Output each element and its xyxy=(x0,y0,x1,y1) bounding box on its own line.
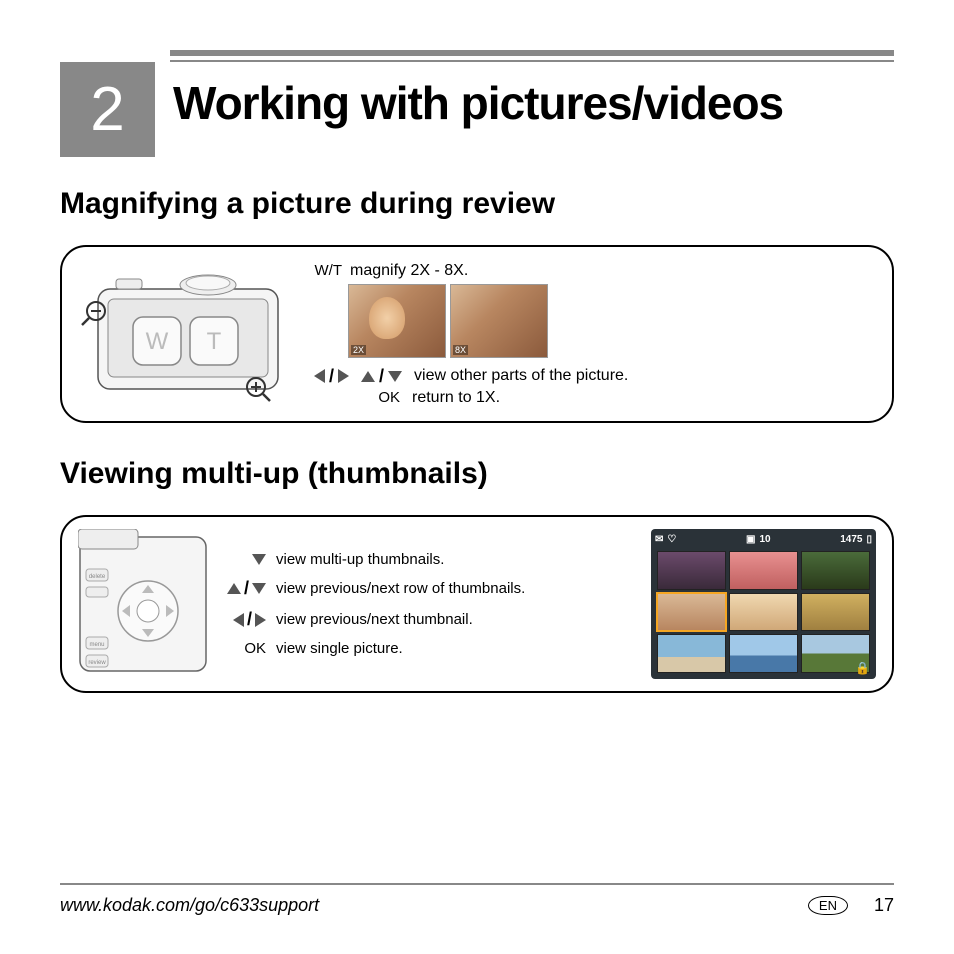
panel-thumbnails: delete menu review view multi-up thumbna… xyxy=(60,515,894,693)
picture-icon: ▣ xyxy=(746,534,755,545)
sample-images: 2X 8X xyxy=(348,284,876,358)
arrow-left-icon xyxy=(314,369,325,383)
svg-text:W: W xyxy=(146,328,169,355)
row4-text: view single picture. xyxy=(276,640,403,657)
svg-text:review: review xyxy=(88,660,106,666)
sample-image-8x: 8X xyxy=(450,284,548,358)
ok-label-2: OK xyxy=(222,640,266,657)
panel-magnify: W T W/T magnify 2X - 8X. 2X 8X xyxy=(60,245,894,423)
arrow-down-icon xyxy=(388,371,402,382)
ok-text-1: return to 1X. xyxy=(412,389,500,407)
camera-illustration-1: W T xyxy=(78,259,298,409)
lcd-total: 1475 xyxy=(840,534,862,545)
lock-icon: 🔒 xyxy=(855,661,870,675)
footer-url: www.kodak.com/go/c633support xyxy=(60,895,319,916)
sample-image-2x: 2X xyxy=(348,284,446,358)
page-footer: www.kodak.com/go/c633support EN 17 xyxy=(60,883,894,916)
lcd-thumbnail-screen: ✉ ♡ ▣ 10 1475 ▯ 🔒 xyxy=(651,529,876,679)
thumbnail xyxy=(657,551,726,590)
arrow-up-icon xyxy=(227,583,241,594)
svg-text:T: T xyxy=(207,328,222,355)
thumbnail xyxy=(729,593,798,632)
svg-text:menu: menu xyxy=(89,642,104,648)
card-icon: ▯ xyxy=(866,534,872,545)
wt-text: magnify 2X - 8X. xyxy=(350,262,468,280)
row3-text: view previous/next thumbnail. xyxy=(276,611,473,628)
thumbnail xyxy=(729,551,798,590)
chapter-title: Working with pictures/videos xyxy=(173,62,783,130)
ok-label-1: OK xyxy=(314,389,400,406)
thumbnail xyxy=(729,634,798,673)
arrow-down-icon xyxy=(252,554,266,565)
page-number: 17 xyxy=(874,895,894,916)
heart-icon: ♡ xyxy=(667,534,676,545)
section1-title: Magnifying a picture during review xyxy=(60,187,894,221)
lcd-count: 10 xyxy=(759,534,770,545)
arrow-up-icon xyxy=(361,371,375,382)
chapter-header: 2 Working with pictures/videos xyxy=(60,62,894,157)
thumbnail-selected xyxy=(657,593,726,632)
chapter-number-box: 2 xyxy=(60,62,155,157)
section2-title: Viewing multi-up (thumbnails) xyxy=(60,457,894,491)
arrows-text: view other parts of the picture. xyxy=(414,367,628,385)
arrow-down-icon xyxy=(252,583,266,594)
thumbnail xyxy=(657,634,726,673)
row1-text: view multi-up thumbnails. xyxy=(276,551,444,568)
wt-label: W/T xyxy=(308,262,342,279)
language-badge: EN xyxy=(808,896,848,915)
row2-text: view previous/next row of thumbnails. xyxy=(276,580,525,597)
arrow-right-icon xyxy=(255,613,266,627)
arrow-left-icon xyxy=(233,613,244,627)
arrow-right-icon xyxy=(338,369,349,383)
camera-illustration-2: delete menu review xyxy=(78,529,208,679)
mail-icon: ✉ xyxy=(655,534,663,545)
svg-text:delete: delete xyxy=(89,574,106,580)
thumbnail xyxy=(801,551,870,590)
thumbnail xyxy=(801,593,870,632)
